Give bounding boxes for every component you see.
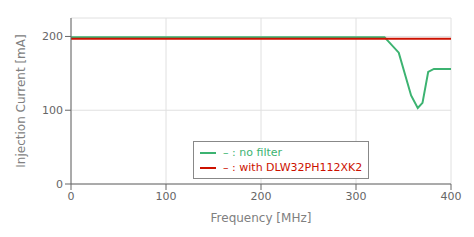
svg-text:Frequency [MHz]: Frequency [MHz] [211, 211, 312, 225]
svg-text:300: 300 [346, 190, 367, 203]
svg-text:0: 0 [56, 178, 63, 191]
svg-text:200: 200 [251, 190, 272, 203]
svg-text:100: 100 [42, 104, 63, 117]
html-text:– : no filter: – : no filter [219, 146, 283, 159]
svg-text:0: 0 [68, 190, 75, 203]
svg-text:400: 400 [441, 190, 462, 203]
svg-text:100: 100 [156, 190, 177, 203]
svg-text:200: 200 [42, 30, 63, 43]
html-text:– : with DLW32PH112XK2: – : with DLW32PH112XK2 [219, 161, 363, 174]
svg-text:Injection Current [mA]: Injection Current [mA] [14, 34, 28, 167]
